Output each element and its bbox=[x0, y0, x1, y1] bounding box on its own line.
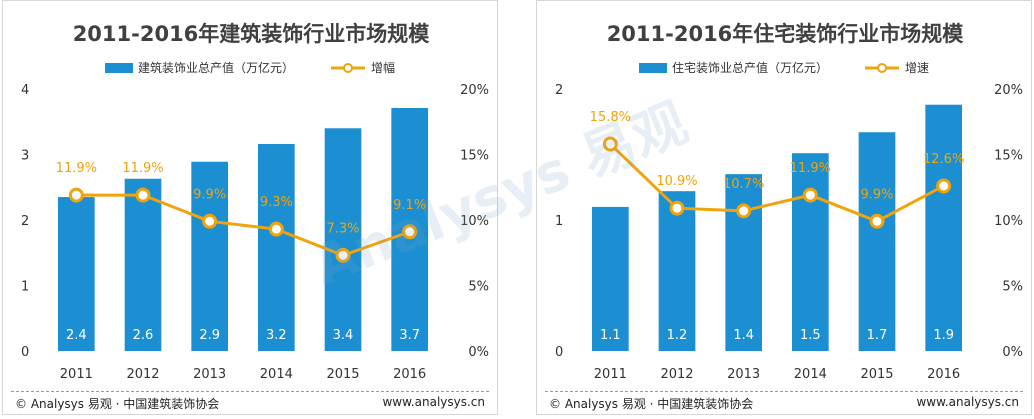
x-tick-label: 2012 bbox=[126, 367, 159, 382]
bar-value-label: 1.1 bbox=[600, 328, 621, 343]
bar-value-label: 3.2 bbox=[266, 328, 287, 343]
legend-bar-label: 住宅装饰业总产值（万亿元） bbox=[672, 60, 828, 75]
y-right-tick-label: 5% bbox=[468, 280, 489, 295]
growth-value-label: 11.9% bbox=[790, 161, 831, 176]
bar bbox=[925, 104, 962, 351]
y-right-tick-label: 20% bbox=[994, 83, 1023, 98]
growth-point bbox=[802, 187, 818, 203]
footer-divider bbox=[11, 391, 489, 392]
footer-url[interactable]: www.analysys.cn bbox=[916, 395, 1019, 409]
bar bbox=[258, 144, 295, 351]
growth-point bbox=[202, 213, 218, 229]
legend-line-label: 增幅 bbox=[371, 60, 395, 75]
y-left-tick-label: 2 bbox=[21, 214, 29, 229]
growth-point bbox=[736, 203, 752, 219]
growth-value-label: 11.9% bbox=[122, 161, 163, 176]
y-right-tick-label: 10% bbox=[460, 214, 489, 229]
growth-point bbox=[135, 187, 151, 203]
bar bbox=[592, 206, 629, 351]
x-tick-label: 2011 bbox=[594, 367, 627, 382]
growth-line bbox=[76, 193, 411, 257]
y-left-tick-label: 4 bbox=[21, 83, 29, 98]
bar bbox=[725, 174, 762, 351]
x-tick-label: 2015 bbox=[860, 367, 893, 382]
bar-value-label: 3.7 bbox=[399, 328, 420, 343]
growth-value-label: 9.3% bbox=[260, 195, 293, 210]
bar bbox=[191, 161, 228, 351]
bar bbox=[858, 132, 896, 351]
growth-value-label: 10.9% bbox=[656, 174, 697, 189]
x-tick-label: 2013 bbox=[727, 367, 760, 382]
footer-divider bbox=[545, 391, 1023, 392]
bar-value-label: 1.7 bbox=[867, 328, 888, 343]
chart-panel-building: 2011-2016年建筑装饰行业市场规模建筑装饰业总产值（万亿元） 增幅 0 1 2 3 4… bbox=[2, 0, 498, 415]
bar bbox=[658, 191, 696, 351]
y-left-tick-label: 0 bbox=[555, 345, 563, 360]
x-tick-label: 2015 bbox=[326, 367, 359, 382]
bar-value-label: 1.2 bbox=[667, 328, 688, 343]
legend-line-label: 增速 bbox=[905, 61, 929, 75]
growth-value-label: 9.9% bbox=[860, 187, 893, 202]
bar-value-label: 1.5 bbox=[800, 328, 821, 343]
growth-point bbox=[402, 224, 418, 240]
growth-point bbox=[869, 213, 885, 229]
bar-value-label: 2.9 bbox=[199, 328, 220, 343]
bar bbox=[124, 178, 162, 351]
x-tick-label: 2014 bbox=[794, 367, 827, 382]
x-tick-label: 2016 bbox=[927, 367, 960, 382]
bar-value-label: 1.9 bbox=[933, 328, 954, 343]
growth-point bbox=[68, 187, 84, 203]
growth-line bbox=[609, 142, 945, 223]
y-right-tick-label: 0% bbox=[468, 345, 489, 360]
y-left-tick-label: 0 bbox=[21, 345, 29, 360]
bar-value-label: 2.6 bbox=[133, 328, 154, 343]
y-right-tick-label: 5% bbox=[1002, 280, 1023, 295]
x-tick-label: 2012 bbox=[660, 367, 693, 382]
footer-source: © Analysys 易观 · 中国建筑装饰协会 bbox=[549, 397, 754, 411]
y-left-tick-label: 3 bbox=[21, 149, 29, 164]
growth-value-label: 10.7% bbox=[723, 177, 764, 192]
y-right-tick-label: 10% bbox=[994, 214, 1023, 229]
growth-value-label: 9.1% bbox=[393, 198, 426, 213]
legend-bar-swatch bbox=[639, 63, 667, 73]
growth-point bbox=[602, 136, 618, 152]
legend-line-marker bbox=[877, 63, 887, 73]
growth-value-label: 7.3% bbox=[326, 221, 359, 236]
bar-value-label: 1.4 bbox=[733, 328, 754, 343]
bar bbox=[324, 128, 362, 351]
growth-value-label: 15.8% bbox=[590, 110, 631, 125]
y-right-tick-label: 15% bbox=[994, 149, 1023, 164]
chart-panel-residential: 2011-2016年住宅装饰行业市场规模 住宅装饰业总产值（万亿元） 增速 0 1 2 0%… bbox=[536, 0, 1032, 415]
growth-point bbox=[669, 200, 685, 216]
y-right-tick-label: 20% bbox=[460, 83, 489, 98]
y-left-tick-label: 1 bbox=[555, 214, 563, 229]
legend-bar-label: 建筑装饰业总产值（万亿元） bbox=[138, 60, 294, 75]
growth-value-label: 11.9% bbox=[56, 161, 97, 176]
growth-value-label: 9.9% bbox=[193, 187, 226, 202]
legend-line-marker bbox=[343, 63, 353, 73]
growth-point bbox=[936, 178, 952, 194]
bar-value-label: 3.4 bbox=[333, 328, 354, 343]
x-tick-label: 2011 bbox=[60, 367, 93, 382]
chart-title: 2011-2016年住宅装饰行业市场规模 bbox=[607, 22, 965, 46]
y-left-tick-label: 1 bbox=[21, 280, 29, 295]
y-right-tick-label: 0% bbox=[1002, 345, 1023, 360]
y-right-tick-label: 15% bbox=[460, 149, 489, 164]
bar bbox=[58, 197, 95, 351]
y-left-tick-label: 2 bbox=[555, 83, 563, 98]
legend-bar-swatch bbox=[105, 63, 133, 73]
growth-point bbox=[335, 247, 351, 263]
bar-value-label: 2.4 bbox=[66, 328, 87, 343]
growth-value-label: 12.6% bbox=[923, 152, 964, 167]
x-tick-label: 2014 bbox=[260, 367, 293, 382]
x-tick-label: 2013 bbox=[193, 367, 226, 382]
bar bbox=[792, 153, 829, 351]
x-tick-label: 2016 bbox=[393, 367, 426, 382]
growth-point bbox=[268, 221, 284, 237]
footer-url[interactable]: www.analysys.cn bbox=[382, 395, 485, 409]
chart-title: 2011-2016年建筑装饰行业市场规模 bbox=[73, 22, 431, 46]
footer-source: © Analysys 易观 · 中国建筑装饰协会 bbox=[15, 397, 220, 411]
